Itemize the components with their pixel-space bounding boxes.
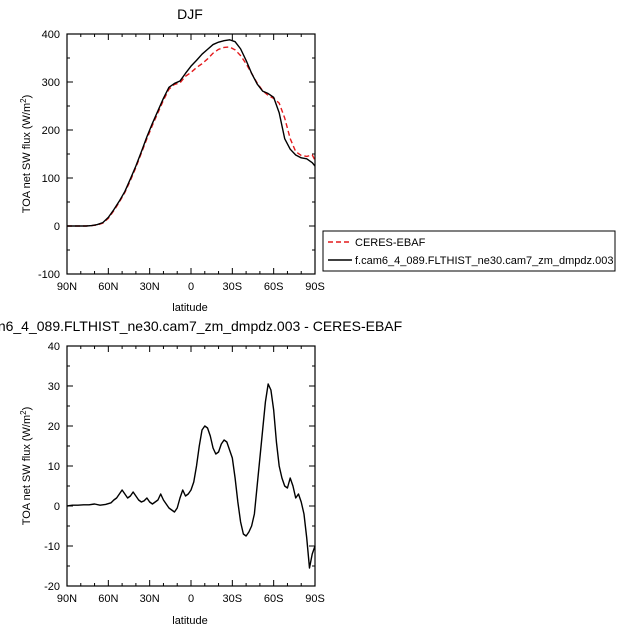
top-ytick-label: 0 — [54, 221, 60, 233]
bottom-xtick-label: 0 — [188, 593, 194, 605]
top-chart: DJF 90N 60N 30N 0 30S 60S 90S -100 0 100 200 300 400… — [19, 6, 325, 314]
bottom-chart-ylabel-main: TOA net SW flux (W/m — [21, 415, 33, 525]
bottom-ytick-label: -20 — [44, 581, 60, 593]
top-xtick-label: 30N — [140, 281, 160, 293]
bottom-series-line-0 — [66, 383, 316, 569]
top-ytick-label: 300 — [42, 77, 60, 89]
legend-box — [322, 230, 616, 272]
legend-label-model: f.cam6_4_089.FLTHIST_ne30.cam7_zm_dmpdz.… — [355, 255, 613, 267]
bottom-ytick-label: -10 — [44, 541, 60, 553]
bottom-ytick-label: 0 — [54, 501, 60, 513]
top-xtick-label: 60S — [264, 281, 284, 293]
bottom-chart-frame — [66, 345, 316, 587]
bottom-ytick-label: 30 — [48, 381, 60, 393]
top-chart-series — [67, 39, 316, 227]
top-chart-frame — [66, 33, 316, 275]
bottom-chart-ylabel-end: ) — [21, 407, 33, 411]
top-xtick-label: 30S — [223, 281, 243, 293]
legend: CERES-EBAF f.cam6_4_089.FLTHIST_ne30.cam… — [322, 230, 616, 272]
legend-label-ceres: CERES-EBAF — [355, 237, 426, 249]
top-chart-title: DJF — [177, 6, 203, 22]
top-xtick-label: 90N — [57, 281, 77, 293]
bottom-chart-ylabel: TOA net SW flux (W/m2) — [19, 407, 33, 526]
bottom-xtick-label: 60S — [264, 593, 284, 605]
bottom-chart-title: n6_4_089.FLTHIST_ne30.cam7_zm_dmpdz.003 … — [0, 318, 402, 334]
bottom-ytick-label: 40 — [48, 341, 60, 353]
top-chart-ticks: 90N 60N 30N 0 30S 60S 90S -100 0 100 200 300 400 — [38, 29, 325, 293]
bottom-chart-series — [66, 383, 316, 569]
top-xtick-label: 60N — [98, 281, 118, 293]
bottom-ytick-label: 20 — [48, 421, 60, 433]
top-chart-ylabel-sup: 2 — [19, 98, 28, 103]
bottom-xtick-label: 90S — [305, 593, 325, 605]
top-series-line-0 — [67, 46, 316, 227]
top-chart-xlabel: latitude — [172, 302, 207, 314]
bottom-xtick-label: 60N — [98, 593, 118, 605]
bottom-xtick-label: 90N — [57, 593, 77, 605]
top-chart-ylabel-main: TOA net SW flux (W/m — [21, 103, 33, 213]
top-ytick-label: -100 — [38, 269, 60, 281]
top-ytick-label: 200 — [42, 125, 60, 137]
bottom-chart-xlabel: latitude — [172, 615, 207, 627]
bottom-xtick-label: 30N — [140, 593, 160, 605]
top-ytick-label: 100 — [42, 173, 60, 185]
bottom-chart: n6_4_089.FLTHIST_ne30.cam7_zm_dmpdz.003 … — [0, 318, 402, 627]
top-chart-ylabel: TOA net SW flux (W/m2) — [19, 95, 33, 214]
bottom-chart-ticks: 90N 60N 30N 0 30S 60S 90S -20 -10 0 10 20 30 40 — [44, 341, 325, 605]
top-ytick-label: 400 — [42, 29, 60, 41]
top-series-line-1 — [67, 39, 316, 227]
top-chart-ylabel-end: ) — [21, 95, 33, 99]
bottom-chart-ylabel-sup: 2 — [19, 410, 28, 415]
top-xtick-label: 90S — [305, 281, 325, 293]
bottom-xtick-label: 30S — [223, 593, 243, 605]
bottom-ytick-label: 10 — [48, 461, 60, 473]
top-xtick-label: 0 — [188, 281, 194, 293]
